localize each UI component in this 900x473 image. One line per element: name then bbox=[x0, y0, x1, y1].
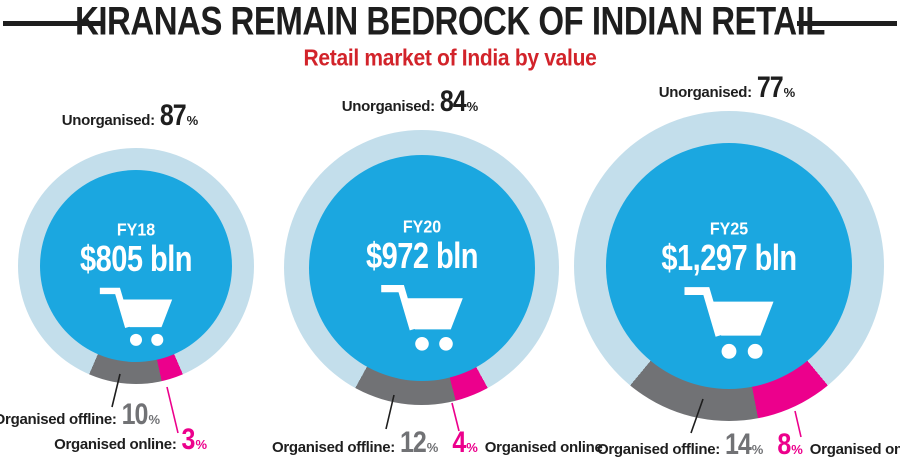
inner-circle: FY25 $1,297 bln bbox=[606, 143, 852, 389]
organised-labels-row: Organised offline: 12 % 4 % Organised on… bbox=[272, 426, 603, 459]
organised-online-value: 3 bbox=[181, 422, 196, 456]
organised-online-label-row: Organised online: 3 % bbox=[54, 423, 207, 456]
inner-circle: FY20 $972 bln bbox=[309, 155, 535, 381]
percent-sign: % bbox=[195, 437, 207, 452]
percent-sign: % bbox=[466, 99, 479, 114]
organised-online-value: 4 bbox=[452, 425, 466, 459]
market-value: $972 bln bbox=[365, 236, 479, 277]
organised-online-label: Organised online: bbox=[54, 436, 177, 453]
page-subtitle: Retail market of India by value bbox=[303, 46, 597, 71]
percent-sign: % bbox=[186, 113, 199, 128]
organised-offline-value: 10 bbox=[121, 397, 149, 431]
shopping-cart-icon bbox=[381, 284, 463, 351]
organised-online-label: Organised online bbox=[484, 439, 603, 456]
unorganised-label: Unorganised: bbox=[61, 112, 155, 129]
market-value: $805 bln bbox=[79, 239, 193, 280]
percent-sign: % bbox=[783, 85, 796, 100]
period-label: FY18 bbox=[116, 221, 156, 240]
period-label: FY25 bbox=[709, 220, 749, 239]
unorganised-label: Unorganised: bbox=[658, 84, 752, 101]
market-value: $1,297 bln bbox=[661, 238, 797, 279]
period-label: FY20 bbox=[402, 218, 442, 237]
organised-offline-label: Organised offline: bbox=[0, 411, 117, 428]
percent-sign: % bbox=[426, 440, 439, 455]
unorganised-label: Unorganised: bbox=[341, 98, 435, 115]
unorganised-value: 77 bbox=[756, 70, 784, 104]
unorganised-value: 84 bbox=[439, 84, 467, 118]
organised-labels-row: Organised offline: 14 % 8 % Organised on… bbox=[597, 428, 900, 461]
unorganised-value: 87 bbox=[159, 98, 187, 132]
percent-sign: % bbox=[148, 412, 160, 427]
header: KIRANAS REMAIN BEDROCK OF INDIAN RETAIL bbox=[0, 0, 900, 43]
organised-online-value: 8 bbox=[777, 427, 791, 461]
percent-sign: % bbox=[751, 442, 764, 457]
title-rule-left bbox=[3, 21, 103, 26]
percent-sign: % bbox=[466, 440, 478, 455]
unorganised-label-row: Unorganised: 84 % bbox=[341, 85, 479, 118]
page-title: KIRANAS REMAIN BEDROCK OF INDIAN RETAIL bbox=[75, 0, 825, 43]
subheader: Retail market of India by value bbox=[0, 46, 900, 71]
unorganised-label-row: Unorganised: 77 % bbox=[658, 71, 796, 104]
organised-offline-value: 12 bbox=[399, 425, 427, 459]
organised-online-label: Organised online bbox=[809, 441, 900, 458]
shopping-cart-icon bbox=[684, 287, 774, 359]
unorganised-label-row: Unorganised: 87 % bbox=[61, 99, 199, 132]
inner-circle: FY18 $805 bln bbox=[40, 170, 232, 362]
shopping-cart-icon bbox=[99, 287, 173, 346]
percent-sign: % bbox=[791, 442, 803, 457]
organised-offline-label: Organised offline: bbox=[597, 441, 720, 458]
organised-offline-label: Organised offline: bbox=[272, 439, 395, 456]
organised-offline-label-row: Organised offline: 10 % bbox=[0, 398, 160, 431]
title-rule-right bbox=[797, 21, 897, 26]
organised-offline-value: 14 bbox=[724, 427, 752, 461]
